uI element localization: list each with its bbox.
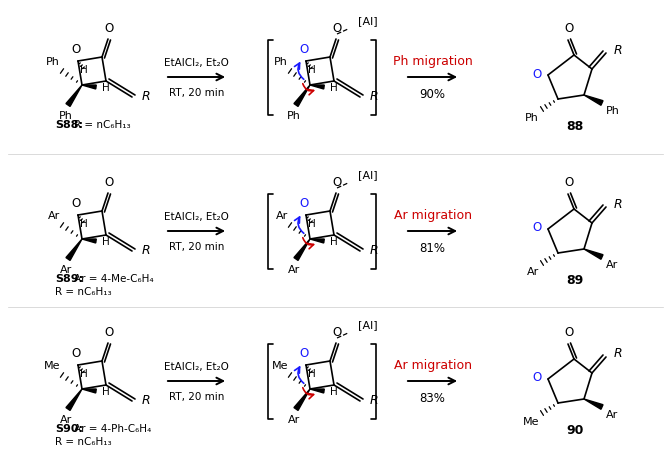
Text: H: H	[102, 386, 110, 396]
Text: R: R	[370, 244, 378, 257]
Text: O: O	[71, 346, 81, 359]
Text: Ph: Ph	[46, 57, 60, 67]
Text: R: R	[142, 244, 150, 257]
Text: H: H	[330, 237, 338, 246]
Text: O: O	[299, 43, 309, 56]
Text: Ar: Ar	[48, 211, 60, 220]
Text: R: R	[614, 44, 623, 56]
Text: O: O	[564, 22, 574, 35]
Text: Ar migration: Ar migration	[393, 358, 472, 371]
Polygon shape	[294, 239, 310, 261]
Text: R: R	[142, 90, 150, 103]
Text: Ph: Ph	[287, 111, 301, 121]
Text: Ar: Ar	[60, 414, 72, 424]
Text: R = nC₆H₁₃: R = nC₆H₁₃	[55, 436, 111, 446]
Text: O: O	[71, 43, 81, 56]
Text: Me: Me	[272, 360, 288, 370]
Text: H: H	[102, 237, 110, 246]
Text: Ar migration: Ar migration	[393, 208, 472, 221]
Text: EtAlCl₂, Et₂O: EtAlCl₂, Et₂O	[164, 58, 229, 68]
Text: [Al]: [Al]	[358, 319, 378, 329]
Text: Ar: Ar	[527, 266, 539, 276]
Text: [Al]: [Al]	[358, 16, 378, 26]
Text: S89:: S89:	[55, 274, 83, 283]
Text: [Al]: [Al]	[358, 169, 378, 180]
Text: H: H	[308, 368, 316, 378]
Text: Ar: Ar	[606, 409, 618, 419]
Polygon shape	[310, 239, 324, 244]
Text: 88: 88	[566, 120, 584, 133]
Text: Ar: Ar	[288, 414, 300, 424]
Text: H: H	[308, 219, 316, 229]
Text: Ar: Ar	[606, 259, 618, 269]
Text: 89: 89	[566, 274, 584, 287]
Polygon shape	[584, 96, 603, 106]
Text: R: R	[614, 347, 623, 360]
Text: H: H	[80, 368, 88, 378]
Polygon shape	[584, 399, 603, 409]
Text: Ar: Ar	[288, 264, 300, 275]
Polygon shape	[294, 86, 310, 107]
Text: 83%: 83%	[419, 391, 446, 404]
Text: O: O	[71, 197, 81, 210]
Text: 90%: 90%	[419, 88, 446, 101]
Polygon shape	[82, 86, 96, 90]
Polygon shape	[66, 389, 82, 411]
Text: RT, 20 min: RT, 20 min	[169, 242, 224, 251]
Text: S90:: S90:	[55, 423, 83, 433]
Text: R: R	[142, 394, 150, 407]
Text: 90: 90	[566, 423, 584, 436]
Text: Ar = 4-Me-C₆H₄: Ar = 4-Me-C₆H₄	[74, 274, 154, 283]
Text: R: R	[370, 394, 378, 407]
Text: O: O	[564, 175, 574, 188]
Polygon shape	[82, 389, 96, 393]
Text: H: H	[308, 65, 316, 75]
Text: O: O	[299, 197, 309, 210]
Text: O: O	[533, 221, 542, 234]
Polygon shape	[66, 239, 82, 261]
Text: Me: Me	[44, 360, 60, 370]
Text: O: O	[533, 371, 542, 384]
Polygon shape	[310, 86, 324, 90]
Polygon shape	[310, 389, 324, 393]
Text: O: O	[299, 346, 309, 359]
Text: Ph: Ph	[606, 106, 620, 116]
Text: R = ​nC₆H₁₃: R = ​nC₆H₁₃	[74, 120, 131, 130]
Text: 81%: 81%	[419, 242, 446, 255]
Text: R = nC₆H₁₃: R = nC₆H₁₃	[55, 287, 111, 296]
Text: RT, 20 min: RT, 20 min	[169, 88, 224, 98]
Text: O: O	[105, 325, 113, 338]
Text: Ph: Ph	[59, 111, 73, 121]
Text: O: O	[332, 325, 342, 338]
Text: H: H	[102, 83, 110, 93]
Text: O: O	[564, 325, 574, 338]
Polygon shape	[82, 239, 96, 244]
Text: H: H	[330, 83, 338, 93]
Polygon shape	[584, 250, 603, 260]
Text: R: R	[614, 197, 623, 210]
Text: Ph migration: Ph migration	[393, 55, 472, 68]
Text: Ph: Ph	[274, 57, 288, 67]
Text: S88:: S88:	[55, 120, 83, 130]
Text: O: O	[533, 67, 542, 80]
Text: EtAlCl₂, Et₂O: EtAlCl₂, Et₂O	[164, 212, 229, 221]
Text: Ar = 4-Ph-C₆H₄: Ar = 4-Ph-C₆H₄	[74, 423, 151, 433]
Polygon shape	[66, 86, 82, 107]
Text: O: O	[332, 175, 342, 188]
Text: Me: Me	[523, 416, 539, 426]
Text: EtAlCl₂, Et₂O: EtAlCl₂, Et₂O	[164, 361, 229, 371]
Text: H: H	[80, 65, 88, 75]
Text: RT, 20 min: RT, 20 min	[169, 391, 224, 401]
Text: O: O	[105, 175, 113, 188]
Text: O: O	[105, 22, 113, 35]
Text: Ar: Ar	[60, 264, 72, 275]
Text: H: H	[80, 219, 88, 229]
Text: O: O	[332, 22, 342, 35]
Text: R: R	[370, 90, 378, 103]
Polygon shape	[294, 389, 310, 411]
Text: Ar: Ar	[276, 211, 288, 220]
Text: Ph: Ph	[525, 113, 539, 123]
Text: H: H	[330, 386, 338, 396]
